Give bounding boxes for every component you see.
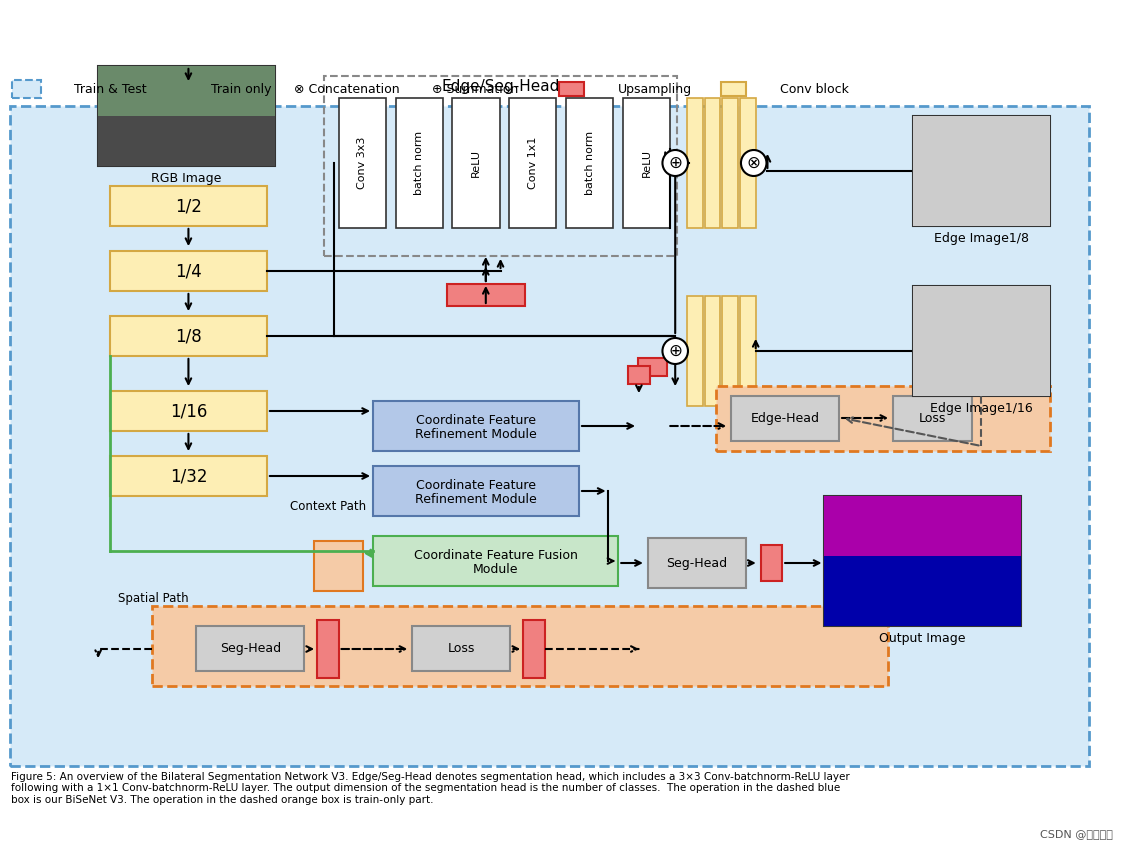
- Text: Conv 3x3: Conv 3x3: [357, 137, 367, 190]
- FancyBboxPatch shape: [717, 386, 1050, 451]
- FancyBboxPatch shape: [373, 401, 579, 451]
- FancyBboxPatch shape: [110, 316, 267, 356]
- FancyBboxPatch shape: [559, 82, 584, 96]
- Text: ReLU: ReLU: [641, 149, 651, 177]
- Text: Loss: Loss: [447, 641, 474, 655]
- Text: Module: Module: [473, 563, 518, 575]
- FancyBboxPatch shape: [98, 116, 275, 166]
- Text: ⊗: ⊗: [747, 154, 761, 172]
- FancyBboxPatch shape: [412, 626, 511, 671]
- FancyBboxPatch shape: [704, 98, 720, 228]
- FancyBboxPatch shape: [148, 80, 177, 98]
- Text: RGB Image: RGB Image: [151, 172, 222, 184]
- FancyBboxPatch shape: [373, 536, 619, 586]
- Text: Upsampling: Upsampling: [619, 83, 692, 96]
- Text: CSDN @翰墨大人: CSDN @翰墨大人: [1040, 829, 1113, 839]
- Text: Coordinate Feature: Coordinate Feature: [416, 414, 536, 426]
- Text: Edge/Seg-Head: Edge/Seg-Head: [442, 79, 560, 94]
- FancyBboxPatch shape: [638, 358, 667, 376]
- FancyBboxPatch shape: [110, 186, 267, 226]
- Text: Coordinate Feature Fusion: Coordinate Feature Fusion: [414, 548, 577, 562]
- FancyBboxPatch shape: [731, 396, 840, 441]
- FancyBboxPatch shape: [10, 106, 1090, 766]
- Text: Seg-Head: Seg-Head: [666, 557, 727, 569]
- FancyBboxPatch shape: [824, 496, 1021, 626]
- Text: Seg-Head: Seg-Head: [220, 641, 281, 655]
- Text: Output Image: Output Image: [879, 631, 966, 645]
- Text: Edge-Head: Edge-Head: [751, 411, 819, 425]
- FancyBboxPatch shape: [152, 606, 888, 686]
- FancyBboxPatch shape: [722, 98, 738, 228]
- FancyBboxPatch shape: [98, 66, 275, 116]
- FancyBboxPatch shape: [913, 286, 1050, 396]
- FancyBboxPatch shape: [824, 556, 1021, 626]
- FancyBboxPatch shape: [566, 98, 613, 228]
- Text: ⊗ Concatenation: ⊗ Concatenation: [294, 83, 400, 96]
- Text: batch norm: batch norm: [414, 131, 424, 195]
- FancyBboxPatch shape: [893, 396, 971, 441]
- Text: 1/32: 1/32: [170, 467, 207, 485]
- FancyBboxPatch shape: [740, 98, 756, 228]
- FancyBboxPatch shape: [721, 82, 746, 96]
- Text: 1/2: 1/2: [175, 197, 202, 215]
- Text: Edge Image1/16: Edge Image1/16: [930, 402, 1032, 415]
- FancyBboxPatch shape: [623, 98, 671, 228]
- FancyBboxPatch shape: [704, 296, 720, 406]
- FancyBboxPatch shape: [648, 538, 746, 588]
- Text: ⊕ Summation: ⊕ Summation: [432, 83, 518, 96]
- FancyBboxPatch shape: [396, 98, 443, 228]
- Circle shape: [663, 338, 687, 364]
- FancyBboxPatch shape: [314, 541, 363, 591]
- Text: Loss: Loss: [919, 411, 946, 425]
- FancyBboxPatch shape: [913, 116, 1050, 226]
- FancyBboxPatch shape: [687, 296, 703, 406]
- Text: Refinement Module: Refinement Module: [415, 427, 536, 441]
- FancyBboxPatch shape: [722, 296, 738, 406]
- Text: Spatial Path: Spatial Path: [117, 591, 188, 605]
- Text: 1/4: 1/4: [175, 262, 202, 280]
- FancyBboxPatch shape: [628, 366, 649, 384]
- Text: Coordinate Feature: Coordinate Feature: [416, 479, 536, 492]
- Text: Context Path: Context Path: [290, 499, 365, 513]
- Text: Edge Image1/8: Edge Image1/8: [934, 232, 1029, 244]
- FancyBboxPatch shape: [446, 284, 525, 306]
- Text: Figure 5: An overview of the Bilateral Segmentation Network V3. Edge/Seg-Head de: Figure 5: An overview of the Bilateral S…: [11, 772, 850, 805]
- FancyBboxPatch shape: [110, 391, 267, 431]
- Text: 1/8: 1/8: [175, 327, 202, 345]
- FancyBboxPatch shape: [98, 66, 275, 166]
- Text: 1/16: 1/16: [170, 402, 207, 420]
- Text: Refinement Module: Refinement Module: [415, 492, 536, 506]
- Text: Conv 1x1: Conv 1x1: [527, 137, 538, 190]
- FancyBboxPatch shape: [196, 626, 304, 671]
- FancyBboxPatch shape: [761, 545, 782, 581]
- Text: ⊕: ⊕: [668, 342, 682, 360]
- FancyBboxPatch shape: [98, 66, 275, 166]
- FancyBboxPatch shape: [913, 286, 1050, 396]
- Circle shape: [740, 150, 766, 176]
- FancyBboxPatch shape: [509, 98, 557, 228]
- Text: ReLU: ReLU: [471, 149, 481, 177]
- FancyBboxPatch shape: [824, 496, 1021, 556]
- Circle shape: [663, 150, 687, 176]
- FancyBboxPatch shape: [338, 98, 385, 228]
- Text: Conv block: Conv block: [780, 83, 849, 96]
- FancyBboxPatch shape: [740, 296, 756, 406]
- FancyBboxPatch shape: [523, 620, 544, 678]
- Text: batch norm: batch norm: [585, 131, 595, 195]
- FancyBboxPatch shape: [110, 251, 267, 291]
- FancyBboxPatch shape: [452, 98, 499, 228]
- Text: ⊕: ⊕: [668, 154, 682, 172]
- FancyBboxPatch shape: [913, 116, 1050, 226]
- Text: Train only: Train only: [211, 83, 272, 96]
- FancyBboxPatch shape: [373, 466, 579, 516]
- Text: Train & Test: Train & Test: [73, 83, 147, 96]
- FancyBboxPatch shape: [687, 98, 703, 228]
- FancyBboxPatch shape: [11, 80, 42, 98]
- FancyBboxPatch shape: [110, 456, 267, 496]
- FancyBboxPatch shape: [317, 620, 338, 678]
